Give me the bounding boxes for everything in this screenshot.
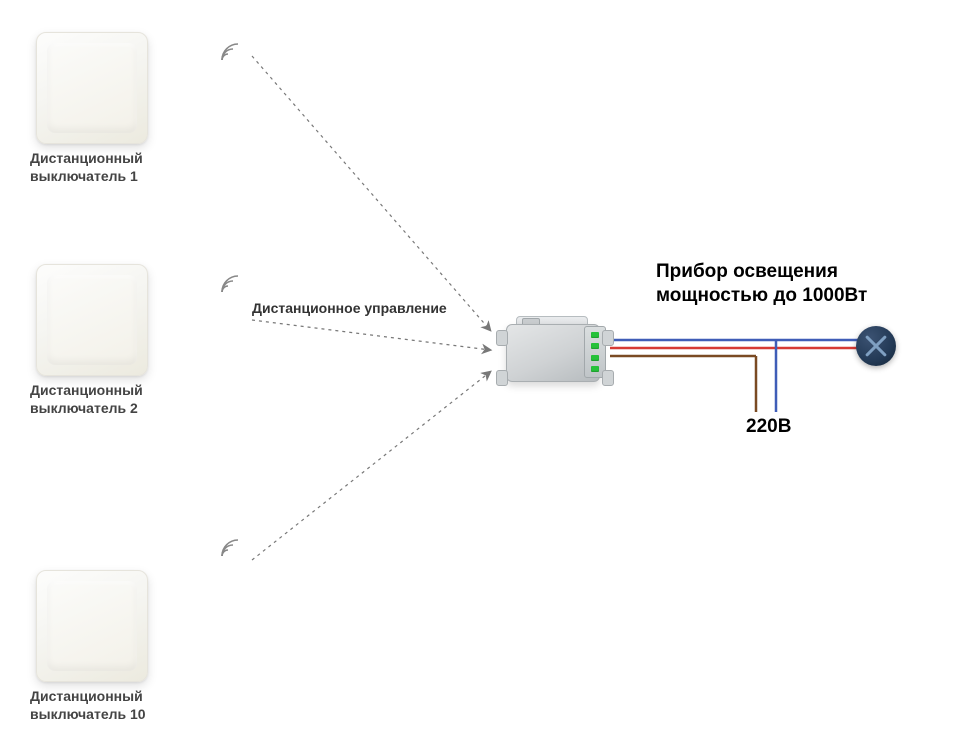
voltage-label: 220В	[746, 416, 791, 438]
arrow-sw2	[252, 320, 490, 350]
remote-control-label: Дистанционное управление	[252, 300, 447, 316]
heading-line2: мощностью до 1000Вт	[656, 285, 867, 306]
switch-1-label-line2: выключатель 1	[30, 168, 138, 184]
remote-switch-2	[36, 264, 148, 376]
signal-icon-3	[218, 536, 242, 560]
switch-2-label: Дистанционный выключатель 2	[30, 382, 210, 417]
heading-line1: Прибор освещения	[656, 261, 838, 282]
mount-tab-tl	[496, 330, 508, 346]
terminal-1	[591, 332, 599, 338]
terminal-3	[591, 355, 599, 361]
switch-2-label-line1: Дистанционный	[30, 382, 143, 398]
mount-tab-bl	[496, 370, 508, 386]
remote-switch-10	[36, 570, 148, 682]
switch-2-label-line2: выключатель 2	[30, 400, 138, 416]
switch-10-label-line1: Дистанционный	[30, 688, 143, 704]
switch-1-label: Дистанционный выключатель 1	[30, 150, 210, 185]
signal-icon-2	[218, 272, 242, 296]
terminal-4	[591, 366, 599, 372]
arrow-sw3	[252, 372, 490, 560]
receiver-module	[500, 312, 612, 392]
switch-10-label-line2: выключатель 10	[30, 706, 146, 722]
switch-1-label-line1: Дистанционный	[30, 150, 143, 166]
terminal-2	[591, 343, 599, 349]
remote-switch-1	[36, 32, 148, 144]
lighting-device-heading: Прибор освещения мощностью до 1000Вт	[656, 260, 867, 308]
arrow-sw1	[252, 56, 490, 330]
mount-tab-tr	[602, 330, 614, 346]
signal-icon-1	[218, 40, 242, 64]
switch-10-label: Дистанционный выключатель 10	[30, 688, 210, 723]
mount-tab-br	[602, 370, 614, 386]
lamp-icon	[856, 326, 896, 366]
